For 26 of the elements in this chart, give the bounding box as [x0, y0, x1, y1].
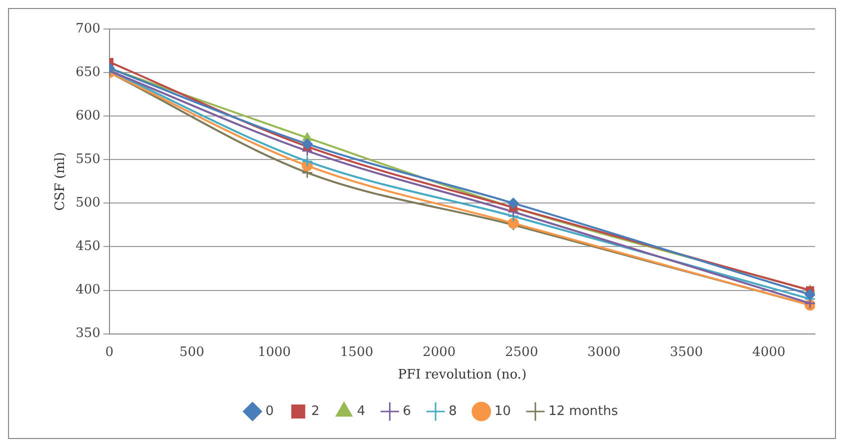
y-axis-title: CSF (ml)	[53, 152, 68, 211]
y-tick-label: 450	[76, 239, 100, 254]
legend-label: 12 months	[548, 404, 618, 419]
x-axis-title: PFI revolution (no.)	[398, 368, 527, 383]
legend-label: 0	[265, 404, 274, 419]
y-tick-label: 700	[76, 21, 100, 36]
x-tick-label: 500	[179, 344, 204, 360]
y-tick-label: 650	[76, 64, 100, 80]
y-tick-label: 550	[76, 152, 100, 168]
y-tick-label: 350	[76, 326, 100, 342]
x-tick-label: 0	[105, 344, 114, 360]
y-tick-label: 400	[76, 282, 100, 298]
x-tick-label: 4000	[752, 344, 786, 360]
legend-label: 2	[311, 404, 320, 419]
x-tick-label: 3500	[670, 344, 703, 360]
x-tick-label: 1500	[340, 344, 374, 360]
legend-label: 4	[357, 404, 366, 419]
legend-label: 6	[402, 404, 412, 419]
x-tick-label: 2500	[505, 344, 538, 360]
x-tick-label: 1000	[258, 344, 291, 360]
legend-label: 10	[494, 404, 511, 419]
x-tick-label: 2000	[422, 344, 456, 360]
x-tick-label: 3000	[587, 344, 621, 360]
legend-label: 8	[448, 404, 457, 419]
y-tick-label: 600	[76, 108, 100, 124]
y-tick-label: 500	[76, 196, 100, 211]
